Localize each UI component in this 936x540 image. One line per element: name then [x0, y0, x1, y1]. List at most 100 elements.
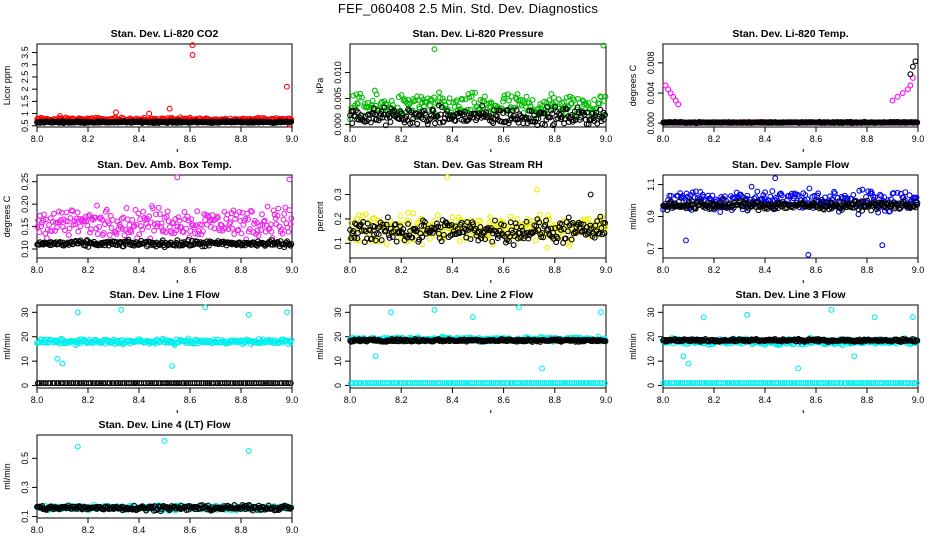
x-tick-label: 8.2 — [708, 265, 721, 275]
data-point — [231, 231, 238, 237]
data-point — [146, 213, 153, 220]
x-tick-label: 8.0 — [31, 134, 44, 144]
data-point — [73, 215, 80, 222]
data-point — [569, 219, 576, 226]
y-tick-label: 10 — [646, 356, 656, 366]
data-point — [431, 306, 438, 313]
x-tick-label: 9.0 — [600, 265, 613, 275]
data-point — [597, 309, 604, 316]
data-point — [271, 211, 278, 218]
data-point — [477, 224, 484, 230]
data-point — [132, 206, 139, 213]
data-point — [435, 223, 441, 230]
data-point — [350, 228, 357, 235]
data-point — [351, 234, 358, 241]
data-point — [492, 217, 498, 224]
data-point — [552, 103, 559, 110]
data-point — [352, 220, 359, 227]
data-point — [138, 223, 144, 230]
y-tick-label: 1 — [20, 111, 30, 116]
data-point — [46, 221, 53, 228]
data-point — [93, 225, 100, 232]
data-point — [383, 221, 390, 228]
data-point — [396, 116, 403, 123]
y-tick-label: 1.1 — [646, 178, 656, 191]
y-tick-label: 10 — [333, 356, 343, 366]
data-point — [283, 309, 290, 316]
data-point — [383, 241, 390, 248]
data-point — [372, 237, 379, 244]
x-tick-label: 8.4 — [759, 134, 772, 144]
data-point — [72, 221, 79, 228]
data-point — [381, 228, 388, 235]
data-point — [461, 111, 468, 118]
data-point — [566, 93, 573, 100]
data-point — [400, 226, 407, 233]
data-point — [195, 231, 201, 237]
data-point — [430, 107, 437, 114]
data-point — [503, 107, 510, 114]
y-tick-label: 0 — [333, 383, 343, 388]
data-point — [524, 215, 531, 222]
data-point — [851, 353, 858, 360]
data-point — [386, 234, 393, 241]
y-tick-label: 0.010 — [333, 61, 343, 84]
data-point — [587, 191, 594, 198]
data-point — [283, 83, 290, 90]
plot-frame — [349, 304, 607, 389]
data-point — [232, 215, 239, 222]
x-tick-label: 8.2 — [82, 265, 95, 275]
data-point — [198, 231, 205, 238]
data-point — [409, 234, 416, 241]
x-tick-label: 8.4 — [446, 265, 459, 275]
data-point — [211, 225, 218, 232]
y-tick-label: 0 — [646, 383, 656, 388]
data-point — [258, 227, 265, 234]
data-point — [431, 46, 438, 53]
data-point — [478, 235, 485, 242]
data-point — [230, 207, 237, 214]
data-point — [389, 234, 396, 241]
y-tick-label: 0.5 — [20, 120, 30, 133]
data-point — [183, 225, 190, 232]
data-point — [541, 110, 548, 117]
data-point — [544, 244, 551, 251]
data-point — [397, 108, 404, 115]
data-series — [34, 236, 295, 251]
data-point — [525, 115, 532, 122]
data-point — [426, 102, 433, 109]
data-point — [113, 109, 120, 116]
data-point — [41, 211, 47, 218]
x-tick-label: 8.8 — [861, 395, 874, 405]
x-tick-label: 9.0 — [600, 395, 613, 405]
data-point — [565, 214, 572, 221]
data-point — [38, 223, 45, 230]
data-point — [909, 314, 916, 321]
data-point — [392, 221, 399, 228]
data-point — [558, 114, 565, 121]
data-point — [355, 212, 362, 219]
data-point — [879, 242, 886, 249]
data-point — [871, 314, 878, 321]
data-point — [533, 186, 540, 193]
data-point — [498, 221, 505, 228]
y-tick-label: 0.1 — [333, 237, 343, 250]
data-point — [279, 230, 286, 237]
data-point — [115, 240, 122, 247]
data-point — [467, 236, 474, 243]
data-point — [174, 174, 181, 181]
data-point — [907, 71, 914, 78]
data-point — [366, 226, 372, 233]
data-point — [458, 95, 465, 102]
data-point — [481, 93, 488, 100]
data-point — [189, 52, 196, 58]
data-point — [717, 209, 724, 215]
data-point — [387, 119, 394, 125]
data-point — [440, 118, 447, 125]
x-tick-label: 8.6 — [184, 395, 197, 405]
data-point — [103, 206, 110, 213]
data-point — [254, 227, 261, 234]
x-tick-label: 8.2 — [395, 134, 408, 144]
data-point — [359, 94, 366, 101]
data-point — [67, 215, 74, 222]
